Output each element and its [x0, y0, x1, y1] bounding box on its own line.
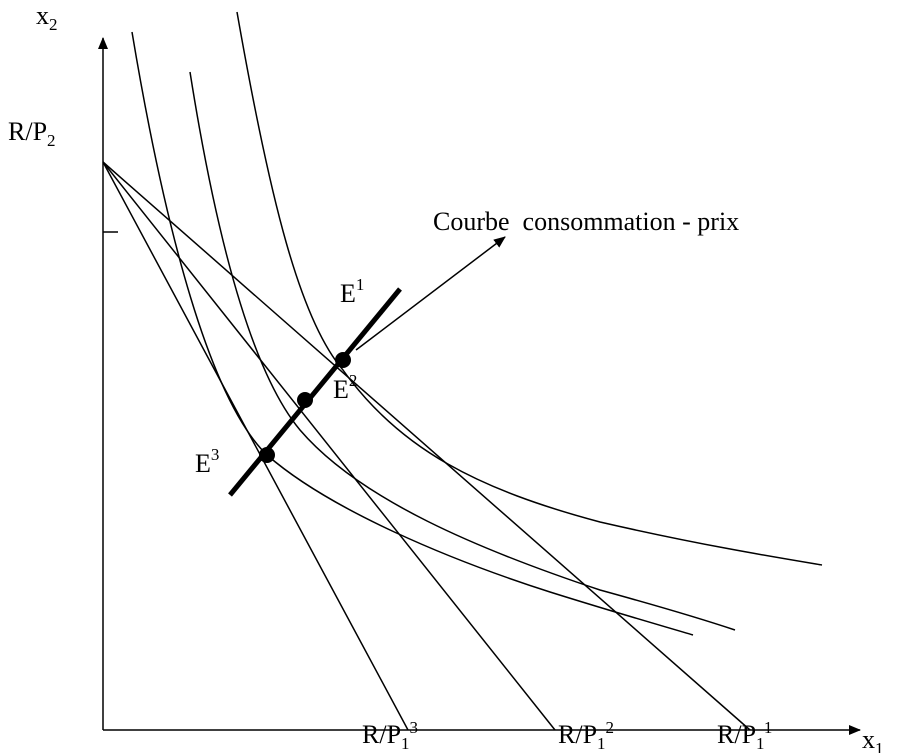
budget-line [102, 161, 409, 731]
point-label: E2 [333, 371, 357, 404]
budget-line [102, 161, 556, 731]
equilibrium-point [259, 447, 275, 463]
point-label: E3 [195, 445, 219, 478]
x-axis-label: x1 [862, 725, 884, 753]
y-axis-label: x2 [36, 1, 58, 34]
indifference-curve [131, 31, 694, 636]
x-intercept-label: R/P13 [362, 718, 418, 753]
equilibrium-point [297, 392, 313, 408]
point-label: E1 [340, 275, 364, 308]
budget-line [102, 161, 751, 731]
annotation-arrow [355, 236, 506, 351]
indifference-curve [189, 71, 736, 631]
equilibrium-point [335, 352, 351, 368]
indifference-curve [236, 11, 823, 566]
annotation: Courbe consommation - prix [433, 207, 739, 236]
y-intercept-label: R/P2 [8, 117, 56, 150]
x-intercept-label: R/P11 [717, 718, 772, 753]
x-intercept-label: R/P12 [558, 718, 614, 753]
price-consumption-curve [228, 287, 402, 497]
